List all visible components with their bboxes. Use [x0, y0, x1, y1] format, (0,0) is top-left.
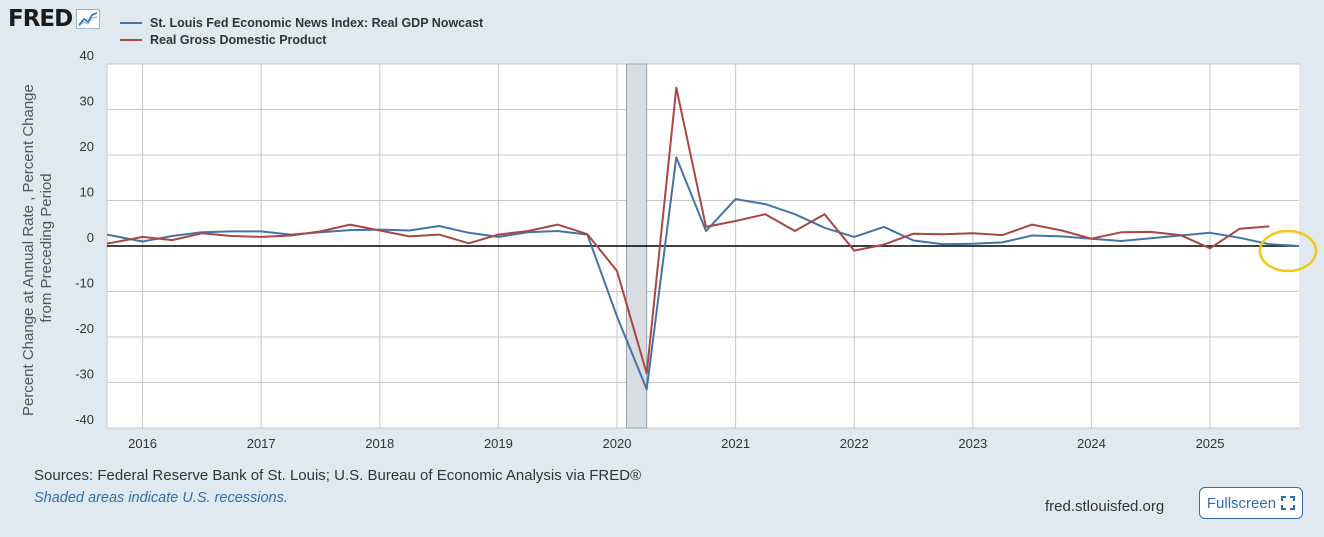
x-tick-label-3: 2019 [484, 436, 513, 451]
legend-label-gdp: Real Gross Domestic Product [150, 32, 327, 47]
series-line-1[interactable] [106, 86, 1270, 375]
y-tick-label-0: 40 [80, 48, 94, 63]
y-tick-label-3: 10 [80, 185, 94, 200]
highlight-circle [1258, 229, 1318, 273]
site-url[interactable]: fred.stlouisfed.org [1045, 498, 1165, 515]
y-axis-ticks: 40 30 20 10 0 -10 -20 -30 -40 [75, 48, 94, 427]
y-tick-label-4: 0 [87, 230, 94, 245]
y-tick-label-7: -30 [75, 367, 94, 382]
x-tick-label-9: 2025 [1196, 436, 1225, 451]
legend-swatch-gdp [120, 38, 142, 41]
expand-icon [1281, 496, 1296, 510]
fullscreen-label: Fullscreen [1206, 494, 1277, 512]
x-tick-label-4: 2020 [603, 436, 632, 451]
chart-legend: St. Louis Fed Economic News Index: Real … [120, 14, 483, 48]
fred-logo[interactable]: FRED [8, 6, 101, 32]
x-tick-label-1: 2017 [247, 436, 276, 451]
y-axis-label: Percent Change at Annual Rate , Percent … [20, 80, 55, 416]
x-tick-label-5: 2021 [721, 436, 750, 451]
series-lines [106, 86, 1300, 391]
x-tick-label-0: 2016 [128, 436, 157, 451]
sources-text: Sources: Federal Reserve Bank of St. Lou… [34, 467, 642, 484]
fred-logo-text: FRED [8, 6, 73, 32]
legend-label-nowcast: St. Louis Fed Economic News Index: Real … [150, 15, 484, 30]
legend-item-nowcast[interactable]: St. Louis Fed Economic News Index: Real … [120, 14, 483, 31]
x-tick-label-2: 2018 [365, 436, 394, 451]
y-tick-label-8: -40 [75, 412, 94, 427]
x-axis-ticks: 2016 2017 2018 2019 2020 2021 2022 2023 2024 2025 [128, 436, 1224, 451]
recession-note[interactable]: Shaded areas indicate U.S. recessions. [34, 490, 288, 506]
x-tick-label-8: 2024 [1077, 436, 1106, 451]
legend-swatch-nowcast [120, 21, 142, 24]
line-chart-icon [76, 9, 101, 29]
y-tick-label-1: 30 [80, 94, 94, 109]
fullscreen-button[interactable]: Fullscreen [1199, 487, 1303, 519]
y-tick-label-2: 20 [80, 139, 94, 154]
y-axis-label-line-2: from Preceding Period [38, 173, 55, 322]
legend-item-gdp[interactable]: Real Gross Domestic Product [120, 31, 483, 48]
y-tick-label-6: -20 [75, 321, 94, 336]
y-tick-label-5: -10 [75, 276, 94, 291]
x-tick-label-6: 2022 [840, 436, 869, 451]
x-tick-label-7: 2023 [958, 436, 987, 451]
y-axis-label-line-1: Percent Change at Annual Rate , Percent … [20, 84, 37, 416]
